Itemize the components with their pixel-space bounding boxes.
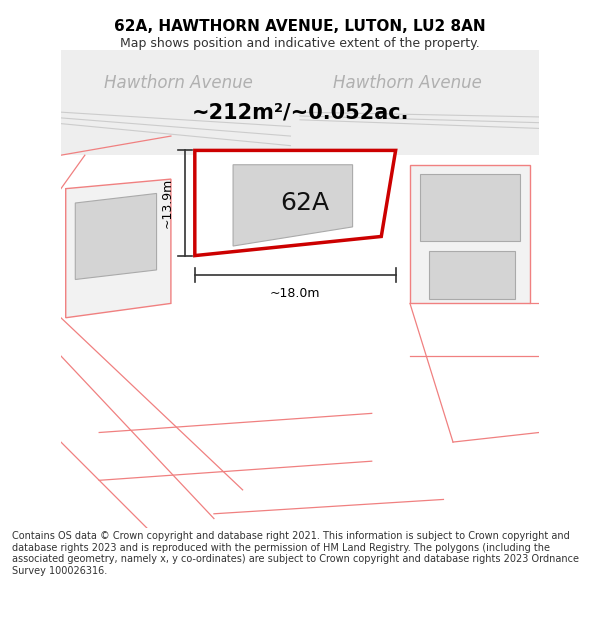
Text: Contains OS data © Crown copyright and database right 2021. This information is : Contains OS data © Crown copyright and d… — [12, 531, 579, 576]
Text: Hawthorn Avenue: Hawthorn Avenue — [334, 74, 482, 92]
Polygon shape — [75, 194, 157, 279]
Polygon shape — [66, 179, 171, 318]
Polygon shape — [233, 165, 353, 246]
Text: 62A: 62A — [280, 191, 329, 215]
Text: Map shows position and indicative extent of the property.: Map shows position and indicative extent… — [120, 38, 480, 50]
Text: ~212m²/~0.052ac.: ~212m²/~0.052ac. — [191, 102, 409, 122]
Polygon shape — [429, 251, 515, 299]
Text: ~13.9m: ~13.9m — [160, 178, 173, 228]
Polygon shape — [410, 165, 530, 303]
Polygon shape — [195, 151, 395, 256]
Text: Hawthorn Avenue: Hawthorn Avenue — [104, 74, 253, 92]
Bar — [61, 50, 539, 155]
Text: ~18.0m: ~18.0m — [270, 287, 320, 299]
Polygon shape — [419, 174, 520, 241]
Text: 62A, HAWTHORN AVENUE, LUTON, LU2 8AN: 62A, HAWTHORN AVENUE, LUTON, LU2 8AN — [114, 19, 486, 34]
